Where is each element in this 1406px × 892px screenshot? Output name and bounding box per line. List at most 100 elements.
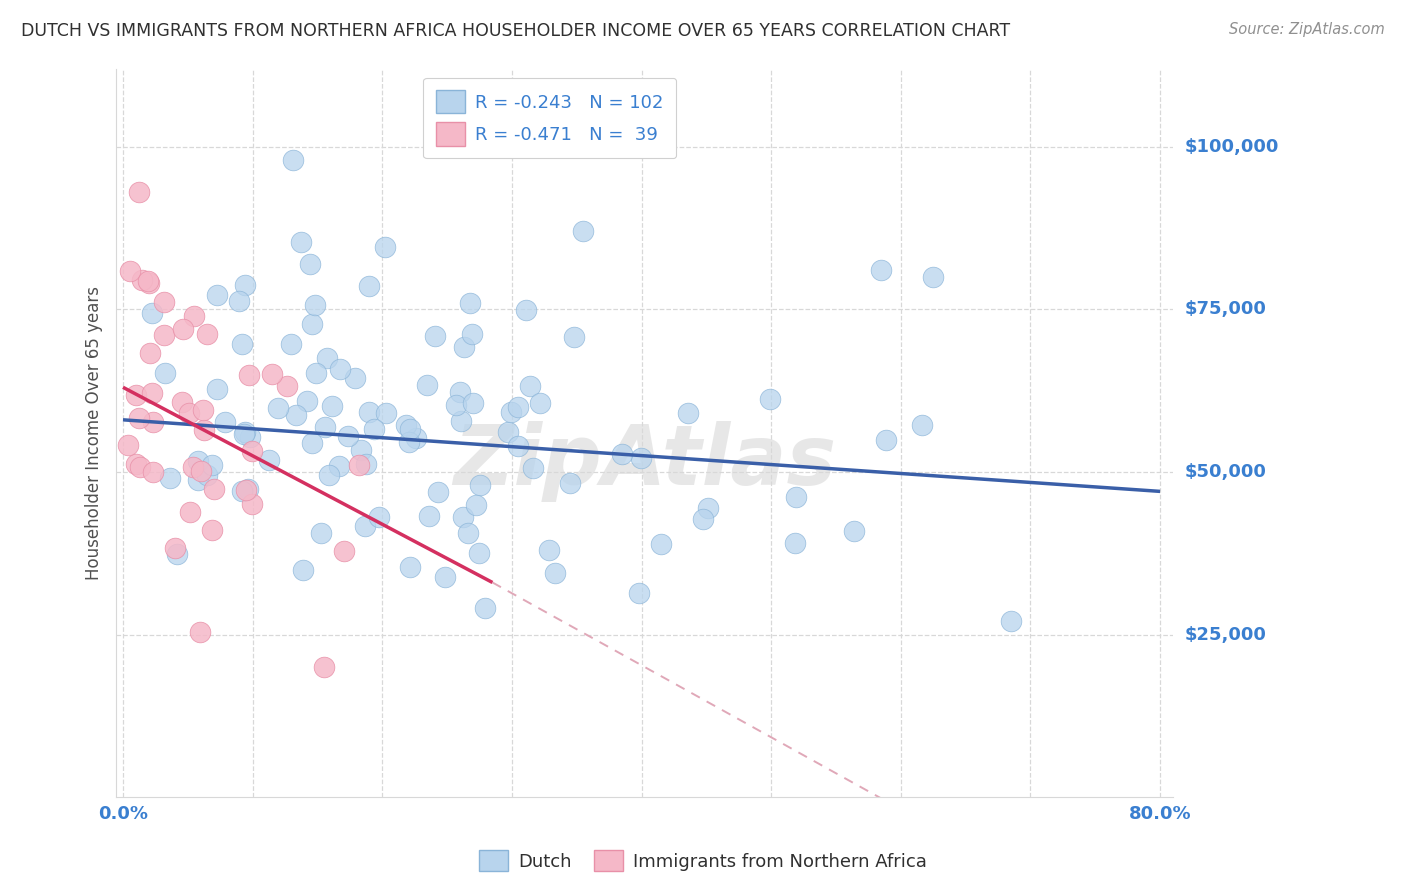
Point: [238, 368, 260, 382]
Point: [785, 490, 807, 504]
Point: [347, 458, 370, 472]
Point: [239, 430, 262, 444]
Point: [457, 526, 479, 541]
Point: [152, 295, 174, 310]
Point: [544, 566, 567, 581]
Point: [231, 337, 253, 351]
Point: [117, 438, 139, 452]
Point: [172, 322, 194, 336]
Point: [627, 586, 650, 600]
Point: [344, 371, 367, 385]
Point: [190, 464, 212, 478]
Point: [354, 518, 377, 533]
Point: [187, 473, 209, 487]
Point: [357, 405, 380, 419]
Point: [301, 317, 323, 331]
Point: [427, 484, 450, 499]
Point: [416, 378, 439, 392]
Point: [166, 547, 188, 561]
Point: [301, 436, 323, 450]
Point: [193, 423, 215, 437]
Point: [630, 451, 652, 466]
Text: Source: ZipAtlas.com: Source: ZipAtlas.com: [1229, 22, 1385, 37]
Point: [460, 326, 482, 341]
Point: [281, 153, 304, 167]
Point: [468, 546, 491, 560]
Point: [205, 288, 228, 302]
Point: [128, 459, 150, 474]
Point: [183, 309, 205, 323]
Point: [650, 537, 672, 551]
Point: [240, 444, 263, 458]
Point: [610, 447, 633, 461]
Point: [309, 525, 332, 540]
Point: [312, 660, 335, 674]
Point: [398, 435, 420, 450]
Point: [464, 498, 486, 512]
Point: [350, 443, 373, 458]
Point: [463, 396, 485, 410]
Point: [470, 477, 492, 491]
Point: [506, 439, 529, 453]
Legend: R = -0.243   N = 102, R = -0.471   N =  39: R = -0.243 N = 102, R = -0.471 N = 39: [423, 78, 676, 158]
Point: [170, 395, 193, 409]
Point: [141, 306, 163, 320]
Point: [187, 454, 209, 468]
Point: [257, 453, 280, 467]
Point: [676, 406, 699, 420]
Point: [195, 468, 218, 483]
Point: [285, 408, 308, 422]
Text: $50,000: $50,000: [1184, 463, 1265, 481]
Point: [195, 326, 218, 341]
Point: [522, 461, 544, 475]
Point: [453, 340, 475, 354]
Point: [374, 240, 396, 254]
Point: [190, 624, 212, 639]
Point: [496, 425, 519, 439]
Point: [290, 235, 312, 250]
Point: [233, 425, 256, 439]
Point: [696, 500, 718, 515]
Point: [179, 505, 201, 519]
Point: [128, 185, 150, 199]
Point: [506, 401, 529, 415]
Text: $25,000: $25,000: [1184, 625, 1265, 643]
Point: [425, 328, 447, 343]
Point: [336, 428, 359, 442]
Point: [235, 483, 257, 498]
Point: [240, 497, 263, 511]
Point: [125, 457, 148, 471]
Point: [276, 379, 298, 393]
Point: [451, 510, 474, 524]
Point: [418, 508, 440, 523]
Point: [560, 475, 582, 490]
Point: [783, 535, 806, 549]
Point: [1000, 615, 1022, 629]
Point: [291, 563, 314, 577]
Point: [238, 482, 260, 496]
Point: [398, 560, 420, 574]
Point: [304, 298, 326, 312]
Point: [922, 269, 945, 284]
Point: [692, 512, 714, 526]
Point: [125, 388, 148, 402]
Point: [128, 410, 150, 425]
Point: [329, 362, 352, 376]
Point: [375, 406, 398, 420]
Point: [572, 224, 595, 238]
Point: [228, 293, 250, 308]
Point: [870, 263, 893, 277]
Text: $75,000: $75,000: [1184, 301, 1265, 318]
Legend: Dutch, Immigrants from Northern Africa: Dutch, Immigrants from Northern Africa: [471, 843, 935, 879]
Point: [295, 394, 318, 409]
Point: [501, 405, 523, 419]
Point: [519, 378, 541, 392]
Point: [314, 419, 336, 434]
Y-axis label: Householder Income Over 65 years: Householder Income Over 65 years: [86, 285, 103, 580]
Point: [159, 471, 181, 485]
Point: [458, 296, 481, 310]
Point: [232, 426, 254, 441]
Point: [305, 366, 328, 380]
Point: [267, 401, 290, 415]
Point: [444, 398, 467, 412]
